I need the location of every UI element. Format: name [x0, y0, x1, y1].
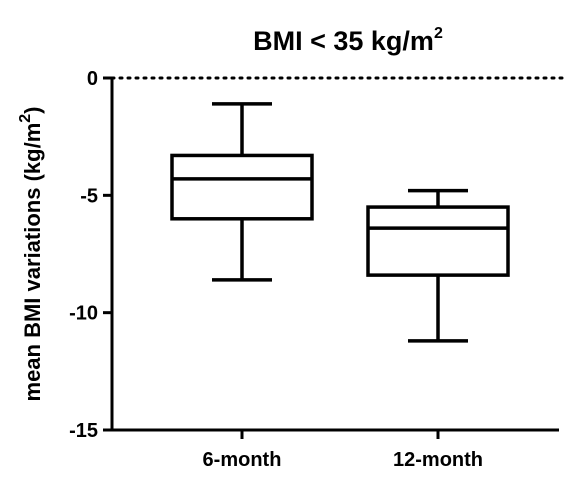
- iqr-box: [170, 153, 314, 221]
- plot-area: 0 -5 -10 -15 6-month 12-month: [69, 68, 567, 471]
- y-tick-label: -10: [69, 303, 98, 325]
- chart-title-main: BMI < 35 kg/m: [253, 26, 434, 56]
- y-tick-label: -15: [69, 420, 98, 442]
- x-category-label: 12-month: [393, 449, 483, 471]
- x-category-label: 6-month: [203, 449, 282, 471]
- chart-title: BMI < 35 kg/m2: [253, 25, 443, 56]
- y-tick-label: 0: [87, 68, 98, 90]
- y-axis-label-main: mean BMI variations (kg/m: [20, 123, 45, 402]
- y-axis-label-superscript: 2: [17, 114, 34, 123]
- y-axis-label: mean BMI variations (kg/m2): [17, 107, 45, 402]
- y-tick-label: -5: [80, 185, 98, 207]
- y-axis-label-suffix: ): [20, 107, 45, 114]
- iqr-box: [366, 205, 510, 277]
- chart-title-superscript: 2: [434, 25, 443, 42]
